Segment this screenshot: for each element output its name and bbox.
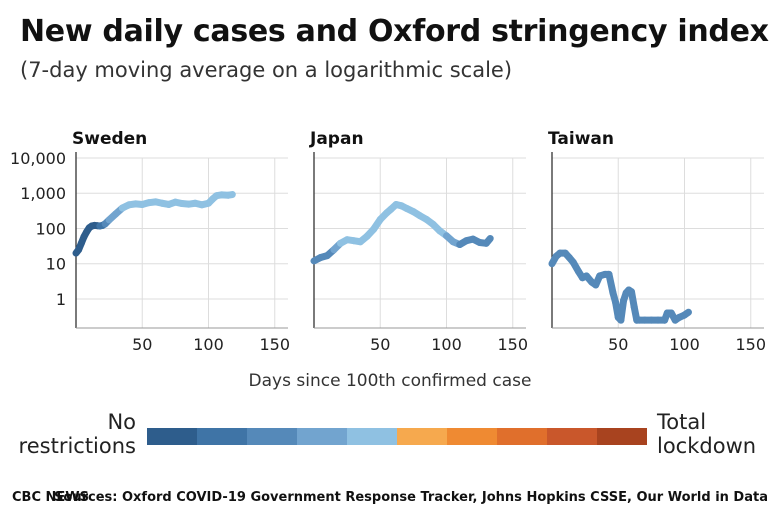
- chart-panel-japan: Japan 50 100 150: [309, 129, 528, 354]
- legend-swatch-9: [597, 428, 647, 445]
- chart-panel-sweden: Sweden 1 10 100 1,000 10,000 50 100 150: [10, 129, 290, 354]
- x-tick-label: 150: [497, 335, 528, 354]
- chart-panel-taiwan: Taiwan 50 100 150: [548, 129, 766, 354]
- x-tick-label: 100: [193, 335, 224, 354]
- legend-swatch-7: [497, 428, 547, 445]
- x-tick-label: 150: [735, 335, 766, 354]
- y-tick-label: 100: [35, 219, 66, 238]
- stringency-color-scale: [147, 428, 647, 445]
- x-tick-label: 100: [431, 335, 462, 354]
- chart-subtitle: (7-day moving average on a logarithmic s…: [20, 58, 513, 82]
- legend-swatch-1: [197, 428, 247, 445]
- series-segment: [482, 234, 494, 247]
- y-tick-label: 10: [46, 255, 66, 274]
- panel-title: Japan: [309, 129, 364, 149]
- series-segment: [681, 308, 692, 319]
- legend-swatch-4: [347, 428, 397, 445]
- footer-sources: Sources: Oxford COVID-19 Government Resp…: [54, 490, 768, 505]
- legend-swatch-5: [397, 428, 447, 445]
- legend-swatch-0: [147, 428, 197, 445]
- x-tick-label: 100: [669, 335, 700, 354]
- legend-label-restrictions: restrictions: [18, 434, 136, 458]
- chart-title: New daily cases and Oxford stringency in…: [20, 14, 769, 49]
- footer-brand: CBC NEWS: [12, 490, 89, 505]
- panel-title: Sweden: [72, 129, 147, 149]
- legend-label-total: Total: [657, 410, 707, 434]
- legend-label-no: No: [107, 410, 136, 434]
- y-tick-label: 10,000: [10, 149, 66, 168]
- panel-title: Taiwan: [548, 129, 614, 149]
- y-tick-label: 1,000: [20, 184, 66, 203]
- x-axis-label: Days since 100th confirmed case: [248, 371, 532, 391]
- legend-swatch-3: [297, 428, 347, 445]
- legend-label-lockdown: lockdown: [657, 434, 757, 458]
- legend-swatch-8: [547, 428, 597, 445]
- legend-swatch-2: [247, 428, 297, 445]
- small-multiples-charts: Sweden 1 10 100 1,000 10,000 50 100 150 Japan 50 10…: [10, 129, 766, 354]
- series-segment: [224, 191, 236, 199]
- legend-label-total-lockdown: Total lockdown: [657, 410, 756, 458]
- x-tick-label: 50: [132, 335, 152, 354]
- x-tick-label: 150: [259, 335, 290, 354]
- x-tick-label: 50: [608, 335, 628, 354]
- y-tick-label: 1: [56, 290, 66, 309]
- legend-swatch-6: [447, 428, 497, 445]
- x-tick-label: 50: [370, 335, 390, 354]
- legend-label-no-restrictions: No restrictions: [19, 410, 136, 458]
